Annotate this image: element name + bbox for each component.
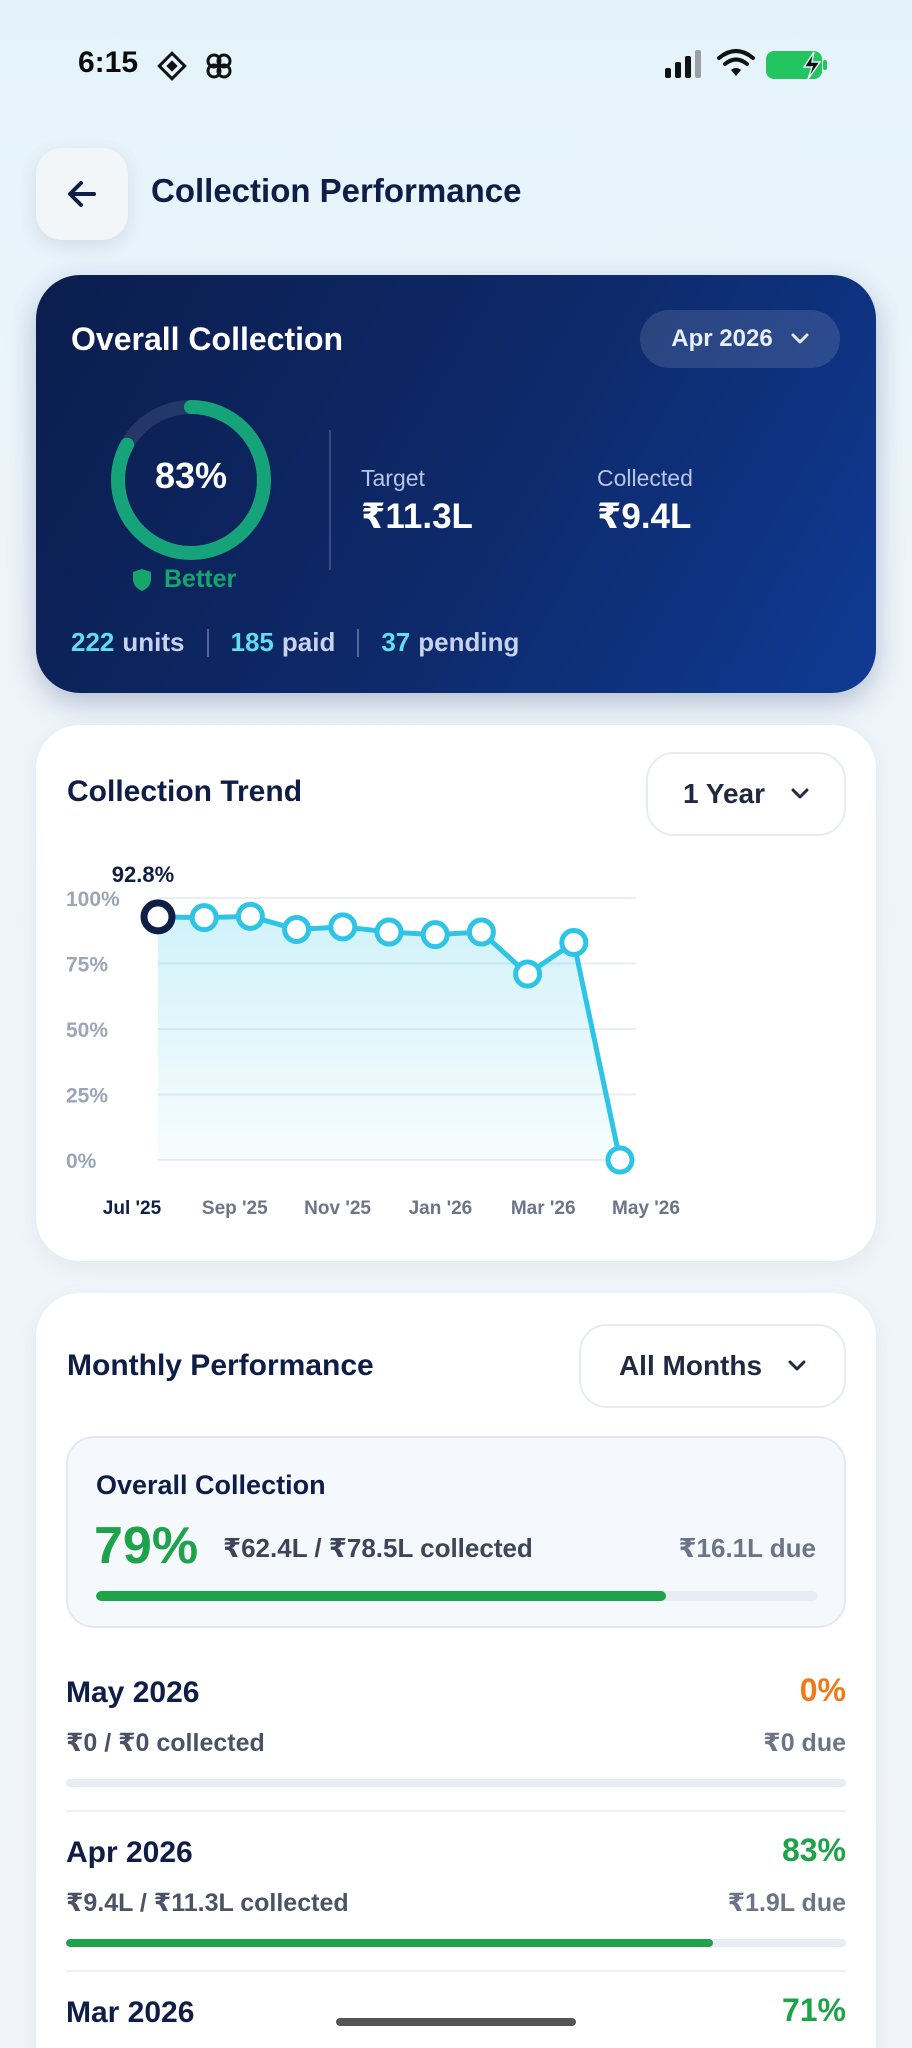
back-button[interactable] xyxy=(36,148,128,240)
trend-point[interactable] xyxy=(466,917,496,947)
month-row[interactable]: Mar 2026 71% xyxy=(66,1992,846,2048)
month-percent: 0% xyxy=(799,1672,846,1708)
trend-point[interactable] xyxy=(328,912,358,942)
month-row[interactable]: Apr 2026 83% ₹9.4L / ₹11.3L collected ₹1… xyxy=(66,1832,846,1947)
summary-progress-fill xyxy=(96,1591,667,1601)
wifi-icon xyxy=(717,49,755,76)
highlight-value-label: 92.8% xyxy=(112,862,174,887)
donut-progress-arc xyxy=(111,400,271,560)
page-title: Collection Performance xyxy=(151,172,522,209)
month-name: May 2026 xyxy=(66,1676,200,1709)
trend-area xyxy=(158,916,620,1160)
trend-point[interactable] xyxy=(374,917,404,947)
target-label: Target xyxy=(361,465,425,491)
y-tick-label: 0% xyxy=(66,1150,97,1173)
paid-count: 185 xyxy=(230,627,274,657)
month-name: Apr 2026 xyxy=(66,1836,193,1869)
trend-point[interactable] xyxy=(420,920,450,950)
battery-charging-icon xyxy=(766,51,827,80)
status-badge: Better xyxy=(132,565,236,594)
trend-point[interactable] xyxy=(235,901,265,931)
y-tick-label: 25% xyxy=(66,1085,108,1108)
month-collected: ₹0 / ₹0 collected xyxy=(66,1729,265,1757)
range-select-value: 1 Year xyxy=(682,778,766,809)
month-select-value: Apr 2026 xyxy=(671,325,773,352)
overall-card-title: Overall Collection xyxy=(71,321,344,357)
app-icon-diamond xyxy=(157,51,187,81)
x-tick-label: Jul '25 xyxy=(103,1198,162,1219)
arrow-left-icon xyxy=(68,181,96,207)
y-tick-label: 100% xyxy=(66,888,120,911)
month-row[interactable]: May 2026 0% ₹0 / ₹0 collected ₹0 due xyxy=(66,1672,846,1787)
month-due: ₹1.9L due xyxy=(727,1889,846,1917)
chevron-down-icon xyxy=(791,788,809,799)
units-summary: 222 units 185 paid 37 pending xyxy=(71,627,519,658)
collection-donut xyxy=(111,400,271,560)
month-select[interactable]: Apr 2026 xyxy=(640,310,840,368)
units-label: units xyxy=(122,627,185,657)
card-divider xyxy=(329,430,331,570)
units-divider xyxy=(206,628,209,657)
summary-progress-bar xyxy=(96,1591,818,1601)
collection-trend-card: Collection Trend 1 Year 100% 75% 50% 25% 0% … xyxy=(36,725,876,1261)
trend-point[interactable] xyxy=(559,928,589,958)
month-progress-fill xyxy=(66,1939,714,1947)
row-divider xyxy=(66,1970,846,1972)
x-tick-label: Mar '26 xyxy=(511,1198,576,1219)
months-filter-value: All Months xyxy=(618,1350,763,1381)
pending-count: 37 xyxy=(381,627,411,657)
month-percent: 83% xyxy=(781,1832,846,1868)
x-tick-label: Sep '25 xyxy=(202,1198,268,1219)
chevron-down-icon xyxy=(791,333,809,344)
summary-due: ₹16.1L due xyxy=(678,1533,816,1563)
x-tick-label: Jan '26 xyxy=(409,1198,473,1219)
month-progress-bar xyxy=(66,1779,846,1787)
range-select[interactable]: 1 Year xyxy=(646,752,846,836)
shield-icon xyxy=(133,568,151,591)
trend-title: Collection Trend xyxy=(67,775,303,808)
paid-label: paid xyxy=(281,627,336,657)
status-time: 6:15 xyxy=(78,46,139,79)
trend-point[interactable] xyxy=(282,914,312,944)
collected-value: ₹9.4L xyxy=(597,497,692,536)
months-filter-select[interactable]: All Months xyxy=(579,1324,846,1408)
y-tick-label: 75% xyxy=(66,954,108,977)
y-tick-label: 50% xyxy=(66,1019,108,1042)
overall-summary-box: Overall Collection 79% ₹62.4L / ₹78.5L c… xyxy=(66,1436,846,1628)
monthly-title: Monthly Performance xyxy=(67,1349,374,1382)
x-tick-label: May '26 xyxy=(612,1198,680,1219)
summary-collected: ₹62.4L / ₹78.5L collected xyxy=(223,1533,533,1563)
units-count: 222 xyxy=(71,627,115,657)
trend-point[interactable] xyxy=(189,903,219,933)
app-icon-flower xyxy=(206,53,232,79)
summary-title: Overall Collection xyxy=(96,1470,326,1500)
overall-collection-card: Overall Collection Apr 2026 83% Better T… xyxy=(36,275,876,693)
month-collected: ₹9.4L / ₹11.3L collected xyxy=(66,1889,349,1917)
trend-point[interactable] xyxy=(140,899,176,935)
row-divider xyxy=(66,1810,846,1812)
summary-percent: 79% xyxy=(94,1517,199,1575)
chevron-down-icon xyxy=(788,1360,806,1371)
trend-point[interactable] xyxy=(605,1145,635,1175)
month-percent: 71% xyxy=(781,1992,846,2028)
pending-label: pending xyxy=(418,627,520,657)
signal-icon xyxy=(665,50,701,78)
collected-label: Collected xyxy=(597,465,693,491)
units-divider xyxy=(357,628,360,657)
home-indicator xyxy=(336,2018,576,2026)
overall-percent: 83% xyxy=(154,455,228,496)
month-progress-bar xyxy=(66,1939,846,1947)
month-due: ₹0 due xyxy=(763,1729,846,1757)
trend-chart: 100% 75% 50% 25% 0% Jul '25 Sep '25 Nov '25 Jan… xyxy=(66,862,680,1219)
target-value: ₹11.3L xyxy=(361,497,473,536)
month-name: Mar 2026 xyxy=(66,1996,195,2029)
trend-point[interactable] xyxy=(513,959,543,989)
monthly-performance-card: Monthly Performance All Months Overall C… xyxy=(36,1293,876,2048)
status-bar: 6:15 xyxy=(0,0,912,130)
status-label: Better xyxy=(164,565,237,593)
x-tick-label: Nov '25 xyxy=(304,1198,371,1219)
